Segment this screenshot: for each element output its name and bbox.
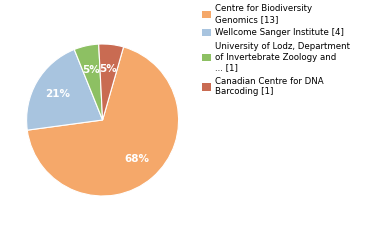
- Text: 21%: 21%: [46, 89, 70, 99]
- Wedge shape: [27, 47, 179, 196]
- Text: 68%: 68%: [124, 154, 149, 164]
- Wedge shape: [27, 49, 103, 130]
- Wedge shape: [99, 44, 124, 120]
- Text: 5%: 5%: [82, 65, 100, 75]
- Wedge shape: [74, 44, 103, 120]
- Legend: Centre for Biodiversity
Genomics [13], Wellcome Sanger Institute [4], University: Centre for Biodiversity Genomics [13], W…: [202, 4, 350, 96]
- Text: 5%: 5%: [100, 64, 117, 74]
